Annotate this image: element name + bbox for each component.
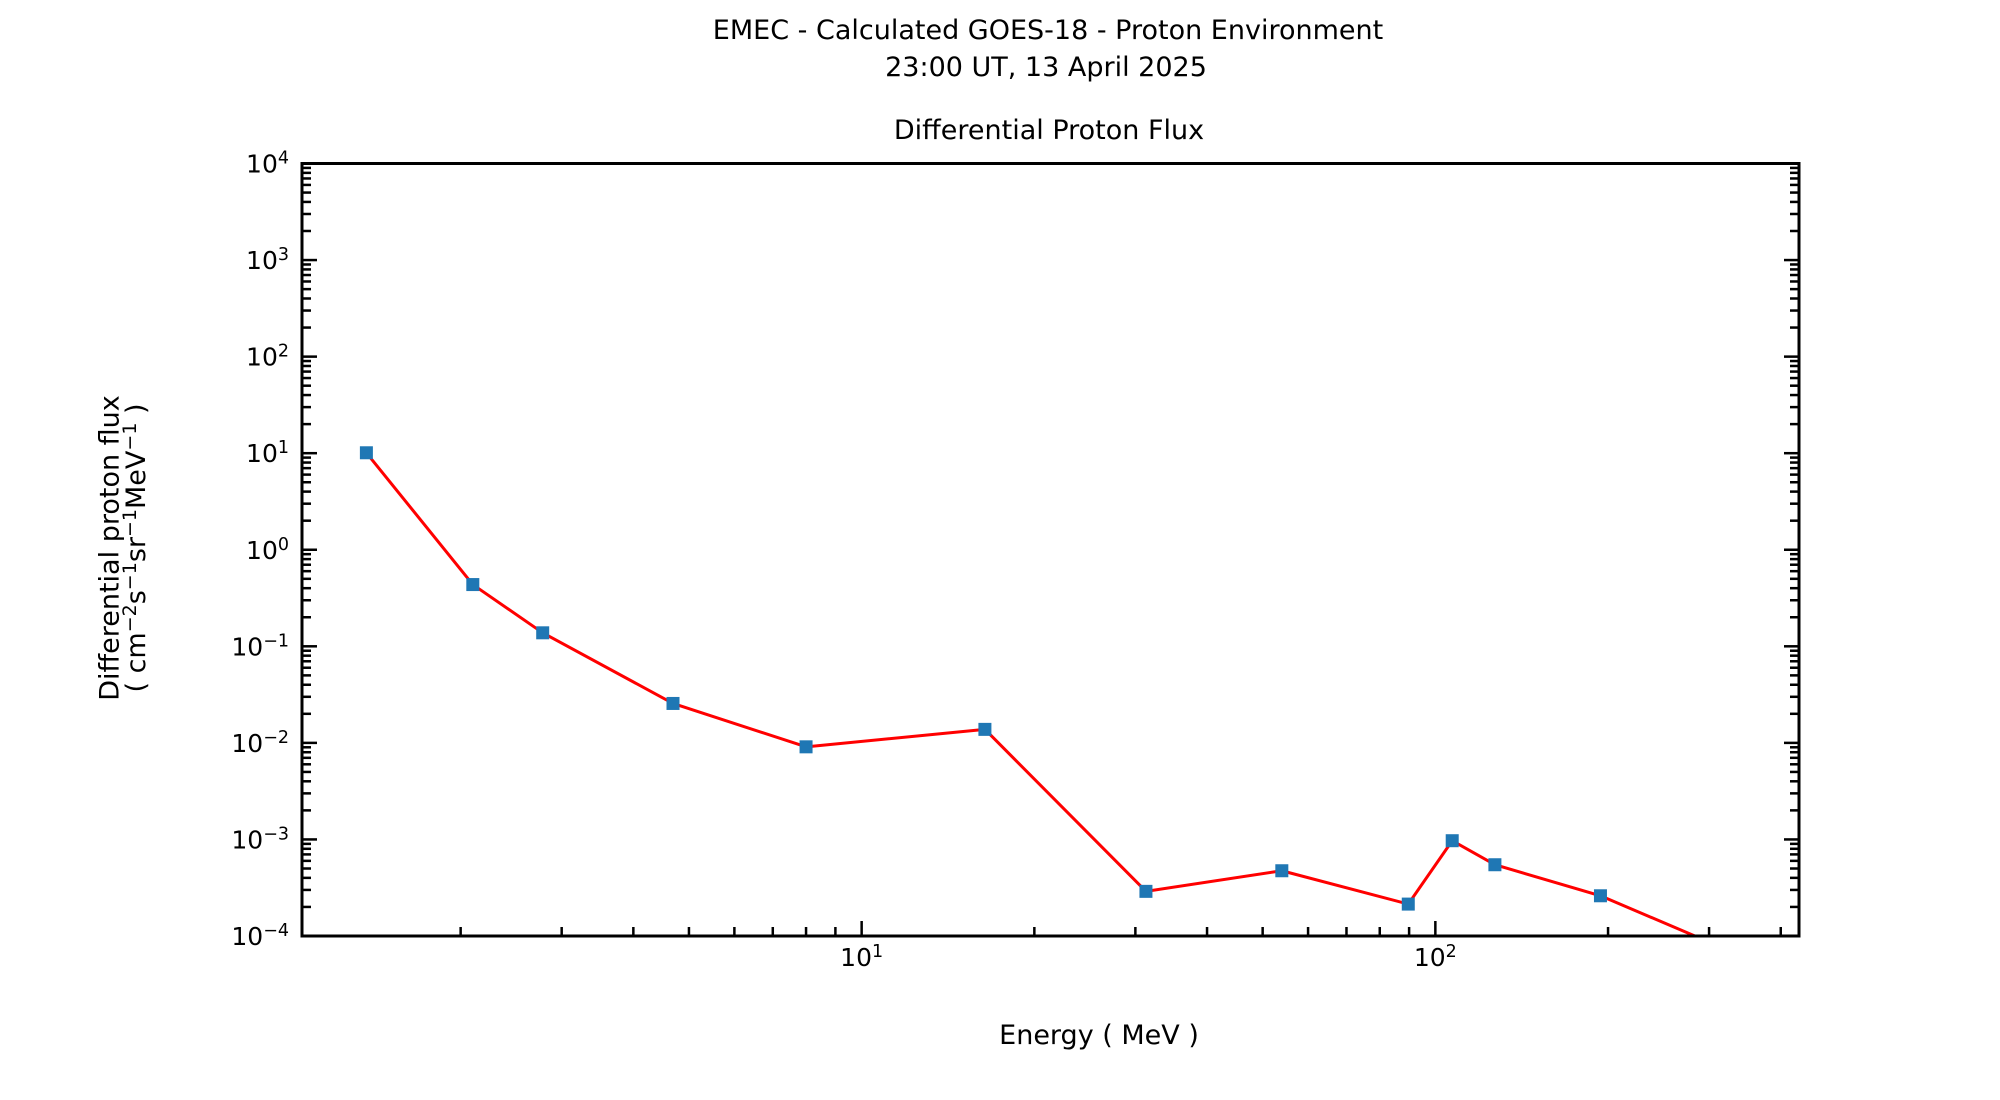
x-axis-label: Energy ( MeV ) xyxy=(999,1020,1199,1051)
series-markers xyxy=(359,446,1742,960)
y-tick-label: 103 xyxy=(246,245,289,275)
y-tick-label: 10−4 xyxy=(231,921,289,951)
data-point-marker xyxy=(1445,834,1459,848)
axis-ticks xyxy=(302,162,1799,938)
data-point-marker xyxy=(978,722,992,736)
data-point-marker xyxy=(799,740,813,754)
y-tick-label: 101 xyxy=(246,438,289,468)
tick-labels: 104 103 102 101 100 10−1 10−2 10−3 10−4 101 102 xyxy=(231,149,1456,973)
data-point-marker xyxy=(536,626,550,640)
data-point-marker xyxy=(1488,858,1502,872)
data-point-marker xyxy=(1401,897,1415,911)
y-tick-label: 10−2 xyxy=(231,728,289,758)
y-tick-label: 102 xyxy=(246,342,289,372)
data-point-marker xyxy=(466,578,480,592)
data-point-marker xyxy=(1139,884,1153,898)
y-axis-unit-label: ( cm−2s−1sr−1MeV−1 ) xyxy=(119,403,152,692)
y-tick-label: 104 xyxy=(246,149,289,179)
series-line xyxy=(365,451,1699,936)
y-tick-label: 100 xyxy=(246,535,289,565)
y-tick-label: 10−3 xyxy=(231,824,289,854)
x-tick-label: 101 xyxy=(840,942,883,972)
x-tick-label: 102 xyxy=(1414,942,1457,972)
chart-title-line2: 23:00 UT, 13 April 2025 xyxy=(885,52,1207,83)
data-point-marker xyxy=(359,446,373,460)
y-tick-label: 10−1 xyxy=(231,631,289,661)
data-point-marker xyxy=(1593,889,1607,903)
data-point-marker xyxy=(1275,864,1289,878)
data-point-marker xyxy=(666,696,680,710)
chart-title-line1: EMEC - Calculated GOES-18 - Proton Envir… xyxy=(712,15,1384,46)
data-point-marker xyxy=(1729,947,1742,960)
plot-border xyxy=(300,162,1801,938)
series-square xyxy=(359,446,1742,960)
axes-title: Differential Proton Flux xyxy=(893,115,1205,146)
